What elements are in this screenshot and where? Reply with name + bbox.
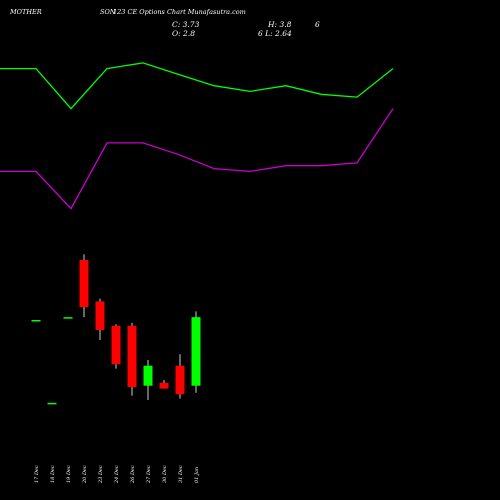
extra-value: 6 (315, 20, 320, 29)
candle-24-dec (111, 324, 121, 369)
x-tick-label: 30 Dec (162, 465, 168, 483)
indicator-lines (0, 62, 394, 210)
candle-27-dec (143, 360, 153, 400)
x-axis-ticks: 17 Dec 18 Dec 19 Dec 20 Dec 23 Dec 24 Dec 26 D… (34, 465, 200, 484)
candle-body (111, 325, 121, 365)
x-tick-label: 20 Dec (82, 465, 88, 484)
title-symbol-part1: MOTHER (9, 8, 42, 16)
close-value: C: 3.73 (172, 20, 200, 29)
candle-body (159, 382, 169, 389)
candle-body (63, 317, 73, 319)
high-value: H: 3.8 (267, 20, 292, 29)
candle-17-dec (31, 320, 41, 322)
chart-subtitle: 123 CE Options Chart Munafasutra.com (113, 8, 246, 16)
candle-body (127, 325, 137, 388)
title-symbol-part2: SON (100, 8, 116, 16)
candle-body (79, 260, 89, 308)
candle-body (95, 301, 105, 330)
x-tick-label: 31 Dec (178, 465, 184, 483)
magenta-indicator-line (0, 108, 394, 210)
x-tick-label: 01 Jan (194, 467, 200, 483)
green-indicator-line (0, 62, 394, 110)
low-value: 6 L: 2.64 (258, 29, 292, 38)
candle-body (143, 365, 153, 386)
candle-body (191, 317, 201, 386)
open-value: O: 2.8 (172, 29, 195, 38)
candle-30-dec (159, 380, 169, 389)
candle-body (175, 365, 185, 395)
candle-19-dec (63, 317, 73, 319)
x-tick-label: 18 Dec (50, 465, 56, 483)
x-tick-label: 17 Dec (34, 465, 40, 483)
candle-31-dec (175, 354, 185, 399)
x-tick-label: 26 Dec (130, 465, 136, 484)
candle-body (31, 320, 41, 322)
candle-20-dec (79, 254, 89, 318)
x-tick-label: 19 Dec (66, 465, 72, 483)
x-tick-label: 27 Dec (146, 465, 152, 484)
candle-01-jan (191, 311, 201, 393)
x-tick-label: 23 Dec (98, 465, 104, 484)
candle-18-dec (47, 402, 57, 405)
candle-body (47, 402, 57, 405)
x-tick-label: 24 Dec (114, 465, 120, 484)
candle-26-dec (127, 322, 137, 396)
candles (31, 254, 201, 405)
candle-23-dec (95, 298, 105, 340)
